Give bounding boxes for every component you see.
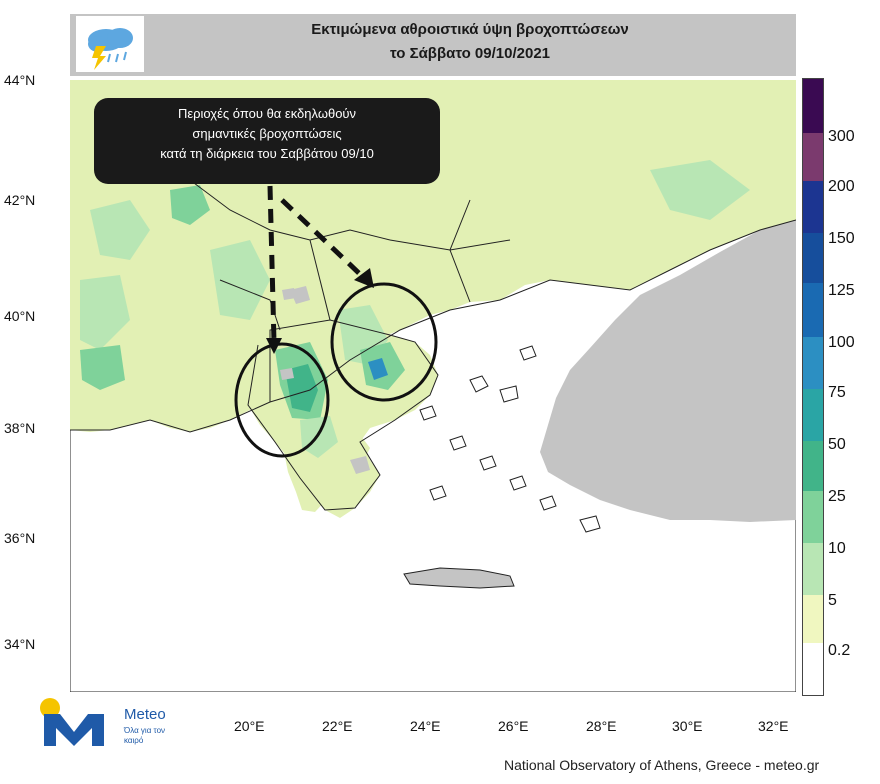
colorbar-label-100: 100 — [828, 334, 855, 351]
colorbar-label-200: 200 — [828, 178, 855, 195]
map-title-line1: Εκτιμώμενα αθροιστικά ύψη βροχοπτώσεων — [311, 21, 629, 38]
lon-label-32: 32°E — [758, 718, 789, 734]
map-title-line2: το Σάββατο 09/10/2021 — [389, 45, 551, 62]
colorbar-label-300: 300 — [828, 128, 855, 145]
lon-label-30: 30°E — [672, 718, 703, 734]
lat-label-44: 44°N — [4, 72, 36, 88]
colorbar — [802, 78, 824, 696]
meteo-logo-icon — [40, 698, 104, 746]
lon-label-28: 28°E — [586, 718, 617, 734]
arrow-east — [280, 198, 364, 278]
arrow-west — [267, 185, 277, 343]
rain-patches — [80, 160, 750, 458]
map-title: Εκτιμώμενα αθροιστικά ύψη βροχοπτώσεων τ… — [150, 18, 790, 66]
lat-label-42: 42°N — [4, 192, 36, 208]
highlight-ellipse-west — [234, 342, 330, 458]
rain-thunder-cloud-icon — [76, 16, 144, 72]
lon-label-24: 24°E — [410, 718, 441, 734]
arrow-east-head — [354, 268, 374, 288]
lat-label-34: 34°N — [4, 636, 36, 652]
colorbar-label-5: 5 — [828, 592, 837, 609]
lon-label-26: 26°E — [498, 718, 529, 734]
borders — [70, 179, 796, 511]
rainfall-map — [70, 80, 796, 692]
lon-label-20: 20°E — [234, 718, 265, 734]
colorbar-label-0-2: 0.2 — [828, 642, 851, 659]
callout-line1: Περιοχές όπου θα εκδηλωθούν — [177, 106, 357, 121]
colorbar-label-50: 50 — [828, 436, 846, 453]
land-crete — [403, 567, 515, 589]
lat-label-38: 38°N — [4, 420, 36, 436]
callout-box: Περιοχές όπου θα εκδηλωθούν σημαντικές β… — [94, 98, 440, 184]
highland-patches — [280, 286, 370, 474]
lat-label-36: 36°N — [4, 530, 36, 546]
title-bar — [70, 14, 796, 76]
logo-name: Meteo — [124, 706, 166, 723]
meteo-logo: Meteo Όλα για τον καιρό — [38, 698, 198, 750]
colorbar-label-25: 25 — [828, 488, 846, 505]
lat-label-40: 40°N — [4, 308, 36, 324]
colorbar-label-10: 10 — [828, 540, 846, 557]
lon-label-22: 22°E — [322, 718, 353, 734]
arrow-west-head — [266, 338, 282, 354]
colorbar-label-75: 75 — [828, 384, 846, 401]
island-rhodes — [579, 515, 601, 533]
callout-line2: σημαντικές βροχοπτώσεις — [192, 126, 342, 141]
highlight-ellipse-east — [330, 282, 438, 402]
colorbar-label-125: 125 — [828, 282, 855, 299]
credit-text: National Observatory of Athens, Greece -… — [504, 757, 820, 773]
colorbar-label-150: 150 — [828, 230, 855, 247]
callout-line3: κατά τη διάρκεια του Σαββάτου 09/10 — [160, 146, 374, 161]
aegean-islands — [419, 345, 557, 511]
logo-tagline: Όλα για τον καιρό — [124, 726, 166, 745]
land-turkey — [540, 220, 796, 522]
